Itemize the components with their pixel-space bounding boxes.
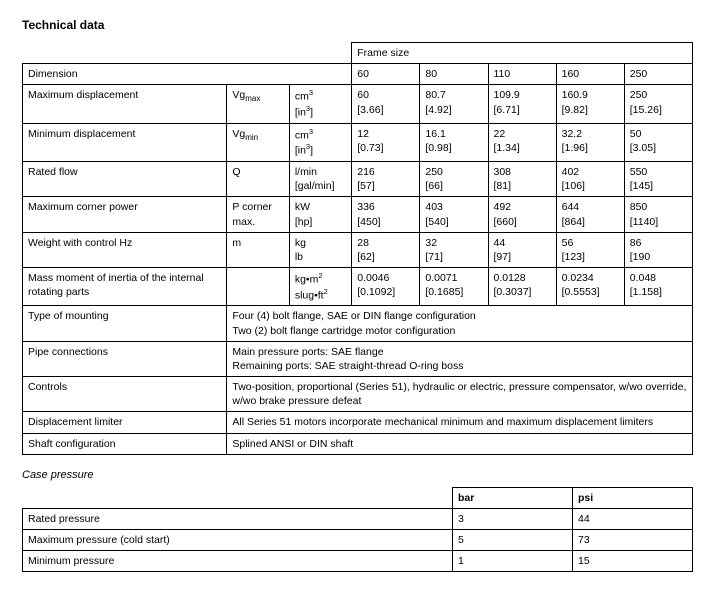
- row-value: 0.0046[0.1092]: [352, 268, 420, 306]
- row-value: 308[81]: [488, 162, 556, 197]
- frame-size-col: 80: [420, 64, 488, 85]
- row-value: 0.0234[0.5553]: [556, 268, 624, 306]
- cp-row-bar: 1: [453, 551, 573, 572]
- case-pressure-table: barpsi Rated pressure344 Maximum pressure …: [22, 487, 693, 573]
- row-symbol: Vgmin: [227, 123, 289, 161]
- span-row-label: Controls: [23, 377, 227, 412]
- row-symbol: P cornermax.: [227, 197, 289, 232]
- row-value: 216[57]: [352, 162, 420, 197]
- row-value: 492[660]: [488, 197, 556, 232]
- row-unit: cm3[in3]: [289, 123, 351, 161]
- cp-row-bar: 5: [453, 530, 573, 551]
- row-label: Maximum displacement: [23, 85, 227, 123]
- row-value: 109.9[6.71]: [488, 85, 556, 123]
- row-value: 80.7[4.92]: [420, 85, 488, 123]
- cp-header-bar: bar: [453, 487, 573, 508]
- row-value: 44[97]: [488, 232, 556, 267]
- row-value: 402[106]: [556, 162, 624, 197]
- row-symbol: [227, 268, 289, 306]
- row-label: Minimum displacement: [23, 123, 227, 161]
- cp-row-psi: 73: [573, 530, 693, 551]
- row-value: 550[145]: [624, 162, 692, 197]
- row-value: 644[864]: [556, 197, 624, 232]
- span-row-text: Two-position, proportional (Series 51), …: [227, 377, 693, 412]
- frame-size-col: 60: [352, 64, 420, 85]
- row-value: 32[71]: [420, 232, 488, 267]
- row-unit: cm3[in3]: [289, 85, 351, 123]
- row-value: 56[123]: [556, 232, 624, 267]
- span-row-text: All Series 51 motors incorporate mechani…: [227, 412, 693, 433]
- span-row-label: Type of mounting: [23, 306, 227, 341]
- span-row-text: Splined ANSI or DIN shaft: [227, 433, 693, 454]
- row-label: Rated flow: [23, 162, 227, 197]
- row-unit: kW[hp]: [289, 197, 351, 232]
- row-label: Maximum corner power: [23, 197, 227, 232]
- frame-size-header: Frame size: [352, 43, 693, 64]
- row-unit: l/min[gal/min]: [289, 162, 351, 197]
- span-row-label: Displacement limiter: [23, 412, 227, 433]
- row-value: 60[3.66]: [352, 85, 420, 123]
- cp-row-bar: 3: [453, 508, 573, 529]
- row-value: 336[450]: [352, 197, 420, 232]
- span-row-label: Pipe connections: [23, 341, 227, 376]
- technical-data-table: Frame sizeDimension6080110160250 Maximum …: [22, 42, 693, 455]
- cp-row-label: Minimum pressure: [23, 551, 453, 572]
- row-unit: kglb: [289, 232, 351, 267]
- row-label: Mass moment of inertia of the internal r…: [23, 268, 227, 306]
- row-value: 250[15.26]: [624, 85, 692, 123]
- row-value: 0.0128[0.3037]: [488, 268, 556, 306]
- row-value: 12[0.73]: [352, 123, 420, 161]
- cp-row-label: Maximum pressure (cold start): [23, 530, 453, 551]
- empty-header-cell: [23, 487, 453, 508]
- row-value: 32.2[1.96]: [556, 123, 624, 161]
- frame-size-col: 250: [624, 64, 692, 85]
- cp-header-psi: psi: [573, 487, 693, 508]
- cp-row-label: Rated pressure: [23, 508, 453, 529]
- frame-size-col: 110: [488, 64, 556, 85]
- row-value: 850[1140]: [624, 197, 692, 232]
- span-row-label: Shaft configuration: [23, 433, 227, 454]
- row-value: 86[190: [624, 232, 692, 267]
- cp-row-psi: 44: [573, 508, 693, 529]
- row-value: 50[3.05]: [624, 123, 692, 161]
- row-value: 250[66]: [420, 162, 488, 197]
- row-value: 0.048[1.158]: [624, 268, 692, 306]
- span-row-text: Four (4) bolt flange, SAE or DIN flange …: [227, 306, 693, 341]
- section-title: Technical data: [22, 18, 693, 32]
- row-label: Weight with control Hz: [23, 232, 227, 267]
- row-value: 0.0071[0.1685]: [420, 268, 488, 306]
- cp-row-psi: 15: [573, 551, 693, 572]
- row-unit: kg•m2slug•ft2: [289, 268, 351, 306]
- row-value: 16.1[0.98]: [420, 123, 488, 161]
- span-row-text: Main pressure ports: SAE flangeRemaining…: [227, 341, 693, 376]
- row-symbol: Q: [227, 162, 289, 197]
- case-pressure-title: Case pressure: [22, 469, 693, 481]
- row-symbol: m: [227, 232, 289, 267]
- row-symbol: Vgmax: [227, 85, 289, 123]
- dimension-header: Dimension: [23, 64, 352, 85]
- row-value: 403[540]: [420, 197, 488, 232]
- row-value: 160.9[9.82]: [556, 85, 624, 123]
- empty-header-cell: [23, 43, 352, 64]
- row-value: 28[62]: [352, 232, 420, 267]
- row-value: 22[1.34]: [488, 123, 556, 161]
- frame-size-col: 160: [556, 64, 624, 85]
